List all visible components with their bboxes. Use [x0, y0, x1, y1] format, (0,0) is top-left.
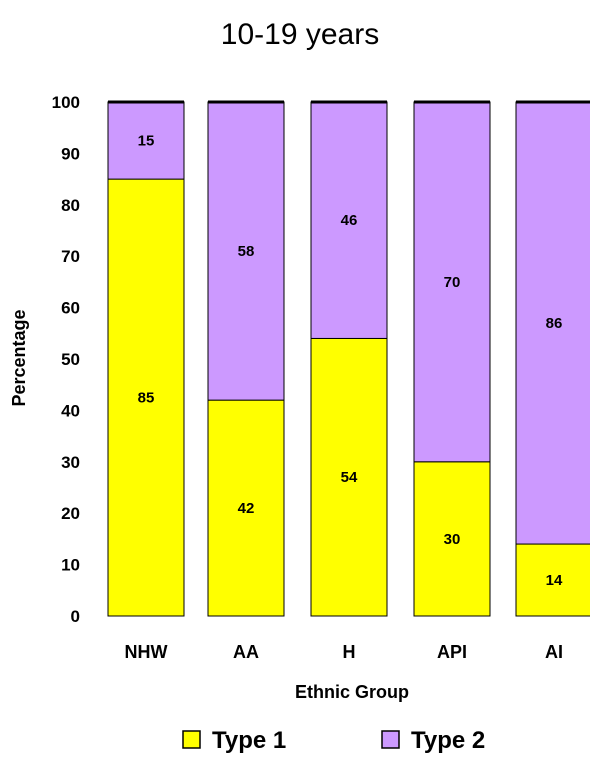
y-axis-title: Percentage [9, 309, 29, 406]
y-tick-label: 10 [61, 556, 80, 575]
x-category-label: AA [233, 642, 259, 662]
y-tick-label: 80 [61, 196, 80, 215]
chart-title: 10-19 years [221, 18, 379, 51]
x-category-label: API [437, 642, 467, 662]
data-label: 30 [444, 531, 461, 548]
y-tick-label: 50 [61, 350, 80, 369]
y-tick-label: 100 [52, 93, 80, 112]
data-label: 46 [341, 212, 358, 229]
y-tick-label: 90 [61, 144, 80, 163]
data-label: 54 [341, 469, 358, 486]
y-tick-label: 30 [61, 453, 80, 472]
bar-type-1-h [310, 337, 388, 617]
legend-label: Type 1 [212, 727, 286, 754]
legend: Type 1 Type 2 [182, 727, 485, 754]
data-label: 58 [238, 243, 255, 260]
data-label: 15 [138, 133, 155, 150]
bars: 85 15 42 58 54 46 30 70 14 86 [107, 100, 590, 617]
y-axis-ticks: 0 10 20 30 40 50 60 70 80 90 100 [52, 93, 80, 626]
bar-type-1-api [413, 461, 491, 617]
bar-type-1-nhw [107, 178, 185, 617]
data-label: 14 [546, 572, 563, 589]
x-axis-labels: NHW AA H API AI [125, 642, 564, 662]
bar-type-2-h [310, 101, 388, 339]
x-category-label: AI [545, 642, 563, 662]
data-label: 85 [138, 390, 155, 407]
bar-type-1-ai [515, 543, 590, 617]
legend-swatch-type-1 [182, 730, 201, 749]
y-tick-label: 0 [71, 607, 80, 626]
bar-type-2-nhw [107, 101, 185, 180]
x-category-label: H [343, 642, 356, 662]
legend-swatch-type-2 [381, 730, 400, 749]
x-axis-title: Ethnic Group [295, 682, 409, 702]
data-label: 42 [238, 500, 255, 517]
bar-type-2-ai [515, 101, 590, 545]
bar-type-2-api [413, 101, 491, 463]
legend-label: Type 2 [411, 727, 485, 754]
x-category-label: NHW [125, 642, 168, 662]
y-tick-label: 60 [61, 299, 80, 318]
y-tick-label: 20 [61, 504, 80, 523]
y-tick-label: 70 [61, 247, 80, 266]
data-label: 86 [546, 315, 563, 332]
y-tick-label: 40 [61, 401, 80, 420]
data-label: 70 [444, 274, 461, 291]
bar-type-2-aa [207, 101, 285, 401]
